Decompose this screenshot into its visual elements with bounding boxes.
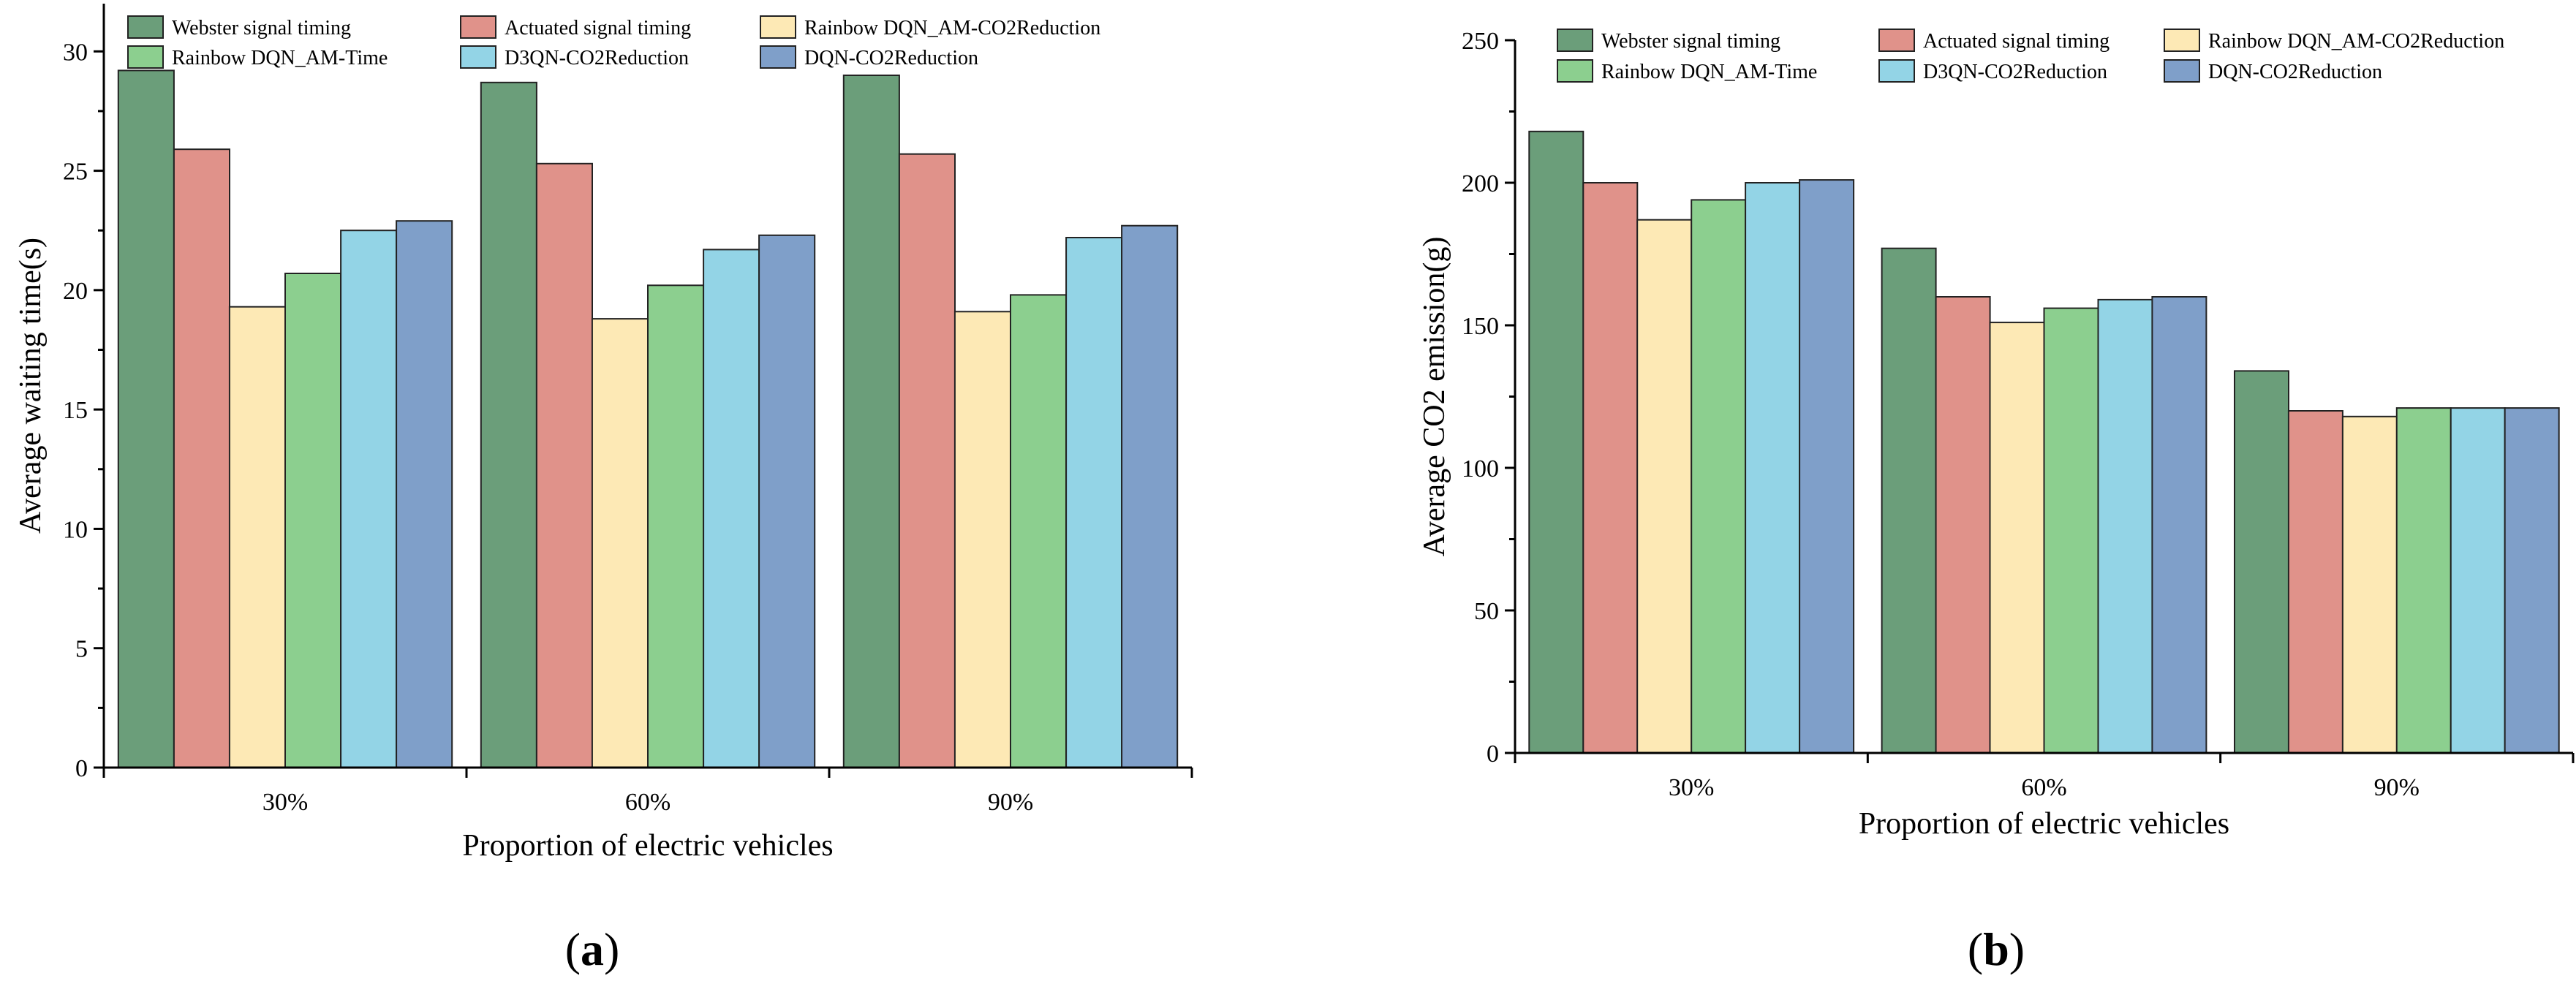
- y-tick-label: 150: [1462, 313, 1499, 340]
- bar-b-1-60pct: [1881, 247, 1937, 754]
- bar-b-2-30pct: [1582, 182, 1639, 754]
- bar-b-5-90pct: [2450, 407, 2506, 754]
- y-tick-label: 15: [63, 397, 88, 424]
- bar-b-3-60pct: [1989, 322, 2045, 754]
- y-axis-title: Average CO2 emission(g): [1418, 237, 1451, 557]
- legend-swatch: [1878, 29, 1915, 52]
- bar-a-6-60pct: [758, 234, 816, 768]
- panel-label: (b): [1968, 923, 2025, 975]
- y-tick-label: 10: [63, 516, 88, 543]
- y-tick-label: 20: [63, 278, 88, 305]
- bar-a-6-90pct: [1121, 224, 1179, 768]
- legend-swatch: [760, 15, 796, 39]
- legend-label: D3QN-CO2Reduction: [505, 47, 689, 69]
- bar-b-4-60pct: [2043, 307, 2099, 754]
- x-tick-label: 60%: [625, 789, 671, 816]
- bar-b-6-60pct: [2151, 296, 2207, 754]
- bar-a-1-90pct: [842, 75, 900, 768]
- bar-a-5-30pct: [340, 230, 398, 768]
- bar-b-6-30pct: [1799, 179, 1855, 754]
- legend-label: Rainbow DQN_AM-Time: [1601, 61, 1817, 83]
- bar-a-2-60pct: [535, 162, 594, 769]
- legend-label: D3QN-CO2Reduction: [1923, 61, 2107, 83]
- legend-swatch: [1557, 59, 1593, 83]
- bar-b-3-90pct: [2341, 415, 2398, 754]
- bar-b-3-30pct: [1636, 219, 1693, 754]
- bar-b-6-90pct: [2504, 407, 2560, 754]
- x-tick-label: 30%: [262, 789, 308, 816]
- legend-label: Rainbow DQN_AM-CO2Reduction: [2208, 30, 2504, 53]
- legend-swatch: [127, 15, 164, 39]
- y-tick-label: 0: [1487, 741, 1499, 768]
- panel-letter: b: [1983, 923, 2009, 975]
- legend-swatch: [2164, 29, 2200, 52]
- bar-a-3-90pct: [953, 311, 1012, 768]
- y-tick-label: 50: [1474, 598, 1499, 625]
- legend-swatch: [127, 45, 164, 69]
- x-tick-label: 60%: [2021, 774, 2066, 801]
- legend-label: DQN-CO2Reduction: [804, 47, 978, 69]
- bar-a-2-90pct: [898, 153, 956, 768]
- bar-a-1-30pct: [117, 69, 175, 768]
- y-tick-label: 5: [75, 636, 88, 663]
- legend-swatch: [1878, 59, 1915, 83]
- bar-b-5-60pct: [2097, 298, 2153, 754]
- panel-label: (a): [565, 923, 620, 975]
- panel-letter: a: [581, 923, 604, 975]
- y-tick-label: 100: [1462, 455, 1499, 482]
- y-tick-label: 25: [63, 159, 88, 186]
- legend-label: Rainbow DQN_AM-Time: [172, 47, 388, 69]
- legend: Webster signal timing Actuated signal tim…: [1557, 29, 2504, 83]
- bar-a-3-30pct: [228, 306, 286, 768]
- bar-a-5-60pct: [703, 249, 760, 768]
- legend: Webster signal timing Actuated signal tim…: [127, 15, 1100, 69]
- bar-a-4-30pct: [284, 273, 342, 768]
- y-tick-label: 30: [63, 39, 88, 66]
- bar-b-1-30pct: [1528, 130, 1584, 754]
- x-tick-label: 90%: [2374, 774, 2420, 801]
- x-tick-label: 30%: [1669, 774, 1714, 801]
- legend-swatch: [760, 45, 796, 69]
- bar-b-2-60pct: [1935, 296, 1991, 754]
- x-tick-label: 90%: [988, 789, 1033, 816]
- bar-b-2-90pct: [2287, 410, 2343, 754]
- bar-a-6-30pct: [396, 220, 453, 768]
- bar-a-2-30pct: [173, 148, 230, 768]
- legend-label: Webster signal timing: [1601, 30, 1780, 53]
- bar-b-4-90pct: [2395, 407, 2452, 754]
- legend-label: Actuated signal timing: [505, 17, 691, 39]
- legend-swatch: [460, 45, 496, 69]
- legend-label: Actuated signal timing: [1923, 30, 2109, 53]
- bar-b-5-30pct: [1745, 182, 1801, 754]
- x-axis-title: Proportion of electric vehicles: [1859, 807, 2229, 841]
- bar-a-5-90pct: [1065, 237, 1123, 768]
- legend-swatch: [1557, 29, 1593, 52]
- bar-b-1-90pct: [2234, 370, 2289, 754]
- legend-label: Webster signal timing: [172, 17, 351, 39]
- bar-a-4-60pct: [647, 284, 705, 768]
- y-tick-label: 200: [1462, 170, 1499, 197]
- bar-a-1-60pct: [480, 81, 537, 769]
- chart-panel-a: 0 5 10 15 20 25 30 30% 60% 90% Proportion of elect…: [14, 4, 1193, 975]
- legend-swatch: [460, 15, 496, 39]
- legend-label: Rainbow DQN_AM-CO2Reduction: [804, 17, 1100, 39]
- y-tick-label: 250: [1462, 28, 1499, 55]
- legend-label: DQN-CO2Reduction: [2208, 61, 2382, 83]
- x-axis-title: Proportion of electric vehicles: [462, 829, 833, 863]
- bar-a-3-60pct: [591, 318, 649, 769]
- chart-panel-b: 0 50 100 150 200 250 30% 60% 90% Proportion of el…: [1418, 28, 2575, 975]
- y-axis-title: Average waiting time(s): [14, 238, 48, 534]
- bar-b-4-30pct: [1691, 199, 1747, 754]
- bar-a-4-90pct: [1010, 294, 1068, 768]
- y-tick-label: 0: [75, 755, 88, 782]
- legend-swatch: [2164, 59, 2200, 83]
